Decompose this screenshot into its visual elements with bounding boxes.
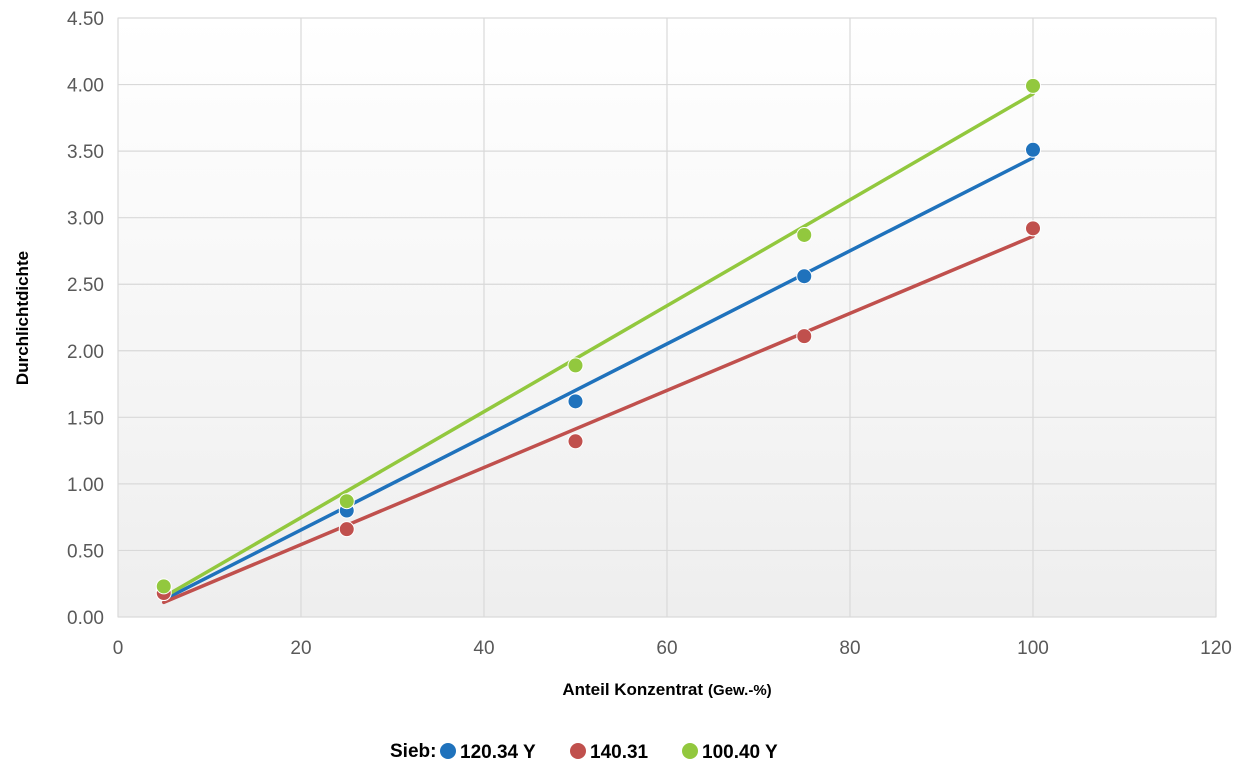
legend-marker-3 xyxy=(682,743,698,759)
data-points xyxy=(155,77,1041,602)
data-point-series-1 xyxy=(567,393,584,410)
data-point-series-3 xyxy=(338,493,355,510)
data-point-series-3 xyxy=(1025,77,1041,94)
y-tick-label: 0.00 xyxy=(67,608,104,629)
data-point-series-3 xyxy=(567,357,584,374)
data-point-series-2 xyxy=(338,521,355,538)
legend-label-1: 120.34 Y xyxy=(460,742,536,763)
grid xyxy=(117,17,1217,618)
data-point-series-2 xyxy=(796,328,813,345)
trendline-series-1 xyxy=(162,156,1035,602)
legend-marker-2 xyxy=(570,743,586,759)
legend-marker-1 xyxy=(440,743,456,759)
x-axis-title-main: Anteil Konzentrat xyxy=(562,680,703,699)
legend-label-2: 140.31 xyxy=(590,742,649,763)
data-point-series-3 xyxy=(155,578,172,595)
x-tick-label: 0 xyxy=(113,638,124,659)
legend: Sieb: 120.34 Y 140.31 100.40 Y xyxy=(390,741,778,763)
x-tick-label: 60 xyxy=(656,638,677,659)
y-tick-label: 4.00 xyxy=(67,76,104,97)
x-tick-label: 20 xyxy=(290,638,311,659)
y-tick-label: 3.00 xyxy=(67,209,104,230)
trendline-series-3 xyxy=(162,92,1035,599)
x-axis-title-unit: (Gew.-%) xyxy=(708,682,772,699)
data-point-series-2 xyxy=(1025,220,1041,237)
y-tick-label: 0.50 xyxy=(67,541,104,562)
y-tick-label: 2.50 xyxy=(67,275,104,296)
data-point-series-2 xyxy=(567,433,584,450)
x-tick-label: 120 xyxy=(1200,638,1232,659)
x-tick-label: 80 xyxy=(839,638,860,659)
y-tick-label: 1.50 xyxy=(67,408,104,429)
data-point-series-1 xyxy=(1025,141,1041,158)
data-point-series-3 xyxy=(796,226,813,243)
x-tick-label: 40 xyxy=(473,638,494,659)
x-axis-ticks: 0 20 40 60 80 100 120 xyxy=(113,638,1232,659)
legend-title: Sieb: xyxy=(390,741,436,762)
y-axis-title: Durchlichtdichte xyxy=(13,251,32,385)
y-tick-label: 4.50 xyxy=(67,9,104,30)
x-tick-label: 100 xyxy=(1017,638,1049,659)
trendline-series-2 xyxy=(162,234,1035,605)
y-tick-label: 3.50 xyxy=(67,142,104,163)
y-tick-label: 2.00 xyxy=(67,342,104,363)
y-axis-ticks: 0.00 0.50 1.00 1.50 2.00 2.50 3.00 3.50 4.00 4.50 xyxy=(67,9,104,629)
x-axis-title: Anteil Konzentrat (Gew.-%) xyxy=(562,680,771,699)
data-point-series-1 xyxy=(796,268,813,285)
y-tick-label: 1.00 xyxy=(67,475,104,496)
legend-label-3: 100.40 Y xyxy=(702,742,778,763)
trendlines xyxy=(162,92,1035,605)
